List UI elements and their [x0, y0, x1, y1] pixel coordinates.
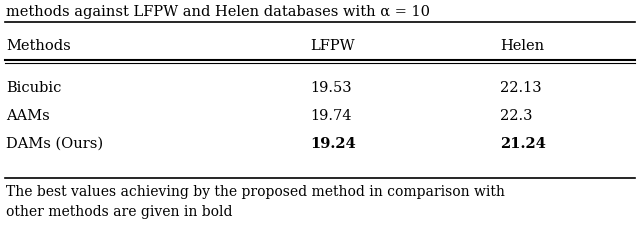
Text: Helen: Helen — [500, 39, 544, 53]
Text: 19.24: 19.24 — [310, 137, 356, 151]
Text: 21.24: 21.24 — [500, 137, 546, 151]
Text: 22.3: 22.3 — [500, 109, 532, 123]
Text: 19.74: 19.74 — [310, 109, 351, 123]
Text: DAMs (Ours): DAMs (Ours) — [6, 137, 103, 151]
Text: 22.13: 22.13 — [500, 81, 541, 95]
Text: Methods: Methods — [6, 39, 71, 53]
Text: AAMs: AAMs — [6, 109, 50, 123]
Text: other methods are given in bold: other methods are given in bold — [6, 205, 232, 219]
Text: The best values achieving by the proposed method in comparison with: The best values achieving by the propose… — [6, 185, 505, 199]
Text: Bicubic: Bicubic — [6, 81, 61, 95]
Text: methods against LFPW and Helen databases with α = 10: methods against LFPW and Helen databases… — [6, 5, 430, 19]
Text: LFPW: LFPW — [310, 39, 355, 53]
Text: 19.53: 19.53 — [310, 81, 351, 95]
